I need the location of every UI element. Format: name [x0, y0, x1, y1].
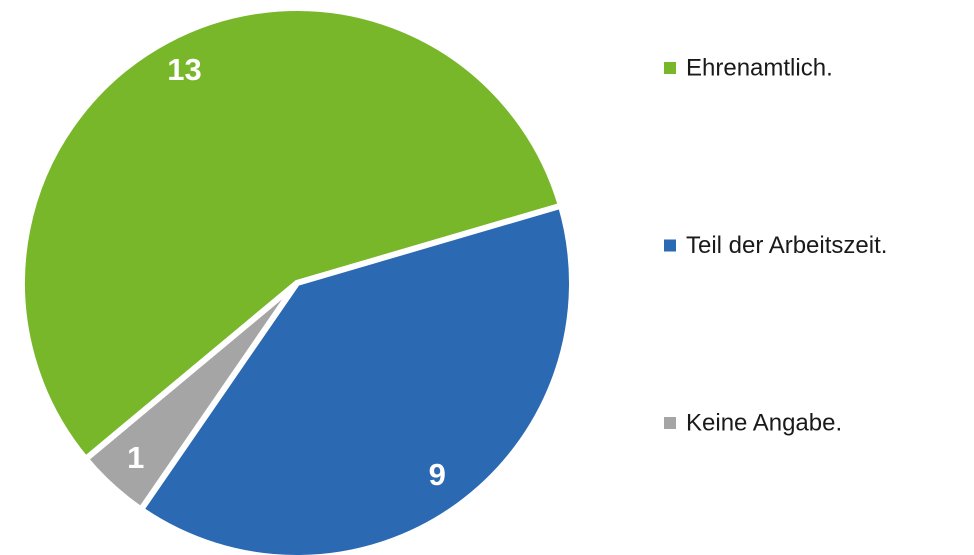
legend-swatch: [664, 417, 676, 429]
pie-slice: [82, 280, 300, 513]
pie-slice: [19, 5, 564, 463]
legend-label: Keine Angabe.: [686, 409, 842, 436]
legend-label: Teil der Arbeitszeit.: [686, 232, 887, 259]
data-label: 9: [429, 457, 446, 492]
legend-swatch: [664, 239, 676, 252]
pie-slice: [138, 202, 575, 555]
data-label: 1: [127, 440, 144, 475]
data-label: 13: [167, 52, 201, 87]
legend-label: Ehrenamtlich.: [686, 54, 833, 81]
legend-swatch: [664, 62, 676, 74]
